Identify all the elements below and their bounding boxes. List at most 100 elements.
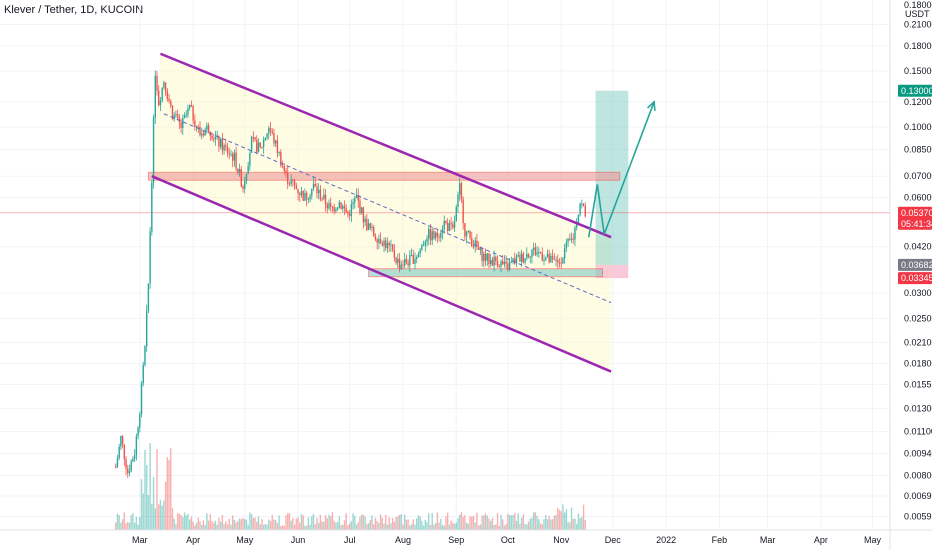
volume-bar <box>323 521 325 530</box>
candle-body <box>520 253 523 262</box>
volume-bar <box>288 513 291 530</box>
candle-body <box>130 461 132 472</box>
currency-label: USDT <box>905 9 930 19</box>
candle-body <box>483 253 485 262</box>
candle-body <box>426 238 428 242</box>
candle-body <box>335 209 337 212</box>
candle-body <box>159 100 162 106</box>
candle-body <box>551 256 554 259</box>
candle-body <box>524 258 526 263</box>
volume-bar <box>335 522 337 530</box>
candle-body <box>527 253 530 258</box>
volume-bar <box>412 519 414 530</box>
candle-body <box>348 214 351 216</box>
candle-body <box>582 203 585 207</box>
x-tick-label: May <box>864 535 882 545</box>
channel-lower-line <box>151 175 612 373</box>
volume-bar <box>424 519 427 530</box>
volume-bar <box>503 525 506 530</box>
volume-bar <box>543 519 545 530</box>
candle-body <box>397 258 399 263</box>
candle-body <box>354 198 356 203</box>
volume-bar <box>216 524 218 530</box>
volume-bar <box>159 499 162 530</box>
volume-bar <box>386 524 389 530</box>
candle-body <box>443 221 445 230</box>
candle-body <box>452 224 454 228</box>
volume-bar <box>416 518 418 530</box>
volume-bar <box>185 515 187 530</box>
candle-body <box>256 139 258 152</box>
volume-bar <box>527 521 530 530</box>
volume-bar <box>495 524 497 530</box>
x-tick-label: Apr <box>814 535 828 545</box>
candle-body <box>460 183 463 200</box>
volume-bar <box>385 514 387 530</box>
volume-bar <box>149 443 151 530</box>
candle-body <box>579 203 581 215</box>
candle-body <box>228 153 230 155</box>
volume-bar <box>357 522 359 530</box>
volume-bar <box>383 523 385 530</box>
candle-body <box>560 262 562 264</box>
candle-body <box>388 242 390 246</box>
volume-bar <box>491 517 494 530</box>
candle-body <box>505 261 507 264</box>
volume-bar <box>125 523 127 530</box>
candle-body <box>502 261 504 265</box>
candle-body <box>347 212 349 215</box>
volume-bar <box>433 524 435 530</box>
volume-bar <box>307 517 310 530</box>
candle-body <box>202 133 205 136</box>
candle-body <box>345 208 347 213</box>
volume-bar <box>316 517 318 530</box>
candle-body <box>572 238 574 240</box>
volume-bar <box>502 519 504 530</box>
candle-body <box>247 165 249 174</box>
candle-body <box>584 206 586 217</box>
candle-body <box>489 259 492 265</box>
volume-bar <box>541 524 543 530</box>
volume-bar <box>390 523 392 530</box>
volume-bar <box>546 519 549 530</box>
candle-body <box>434 232 437 239</box>
volume-bar <box>120 522 122 530</box>
candle-body <box>118 446 120 459</box>
candle-body <box>328 203 330 209</box>
volume-bar <box>577 513 580 530</box>
candle-body <box>295 185 298 189</box>
candle-body <box>416 257 418 259</box>
volume-bar <box>244 519 246 530</box>
candle-body <box>453 221 456 228</box>
candle-body <box>429 228 432 241</box>
candle-body <box>223 145 225 151</box>
candle-body <box>414 258 416 264</box>
candle-body <box>455 206 457 222</box>
volume-bar <box>522 514 525 530</box>
volume-bar <box>228 518 230 530</box>
volume-bar <box>231 515 234 530</box>
volume-bar <box>142 493 144 530</box>
volume-bar <box>445 516 447 530</box>
volume-bar <box>395 517 397 530</box>
volume-bar <box>410 524 413 530</box>
candle-body <box>201 133 203 136</box>
volume-bar <box>414 524 416 530</box>
candle-body <box>376 239 378 243</box>
candle-body <box>367 223 370 231</box>
candle-body <box>252 136 255 138</box>
volume-bar <box>484 513 487 530</box>
volume-bar <box>369 519 371 530</box>
volume-bar <box>223 524 225 530</box>
candle-body <box>465 231 468 237</box>
candle-body <box>340 202 342 209</box>
candle-body <box>333 206 335 212</box>
candle-body <box>422 244 425 246</box>
candle-body <box>428 228 430 239</box>
candle-body <box>471 237 473 247</box>
candle-body <box>297 188 299 194</box>
